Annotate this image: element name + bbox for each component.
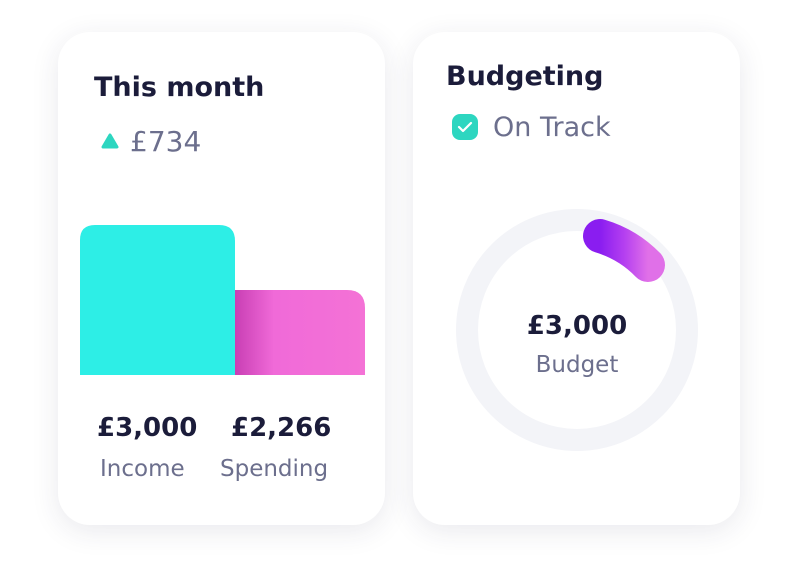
budget-progress	[583, 219, 665, 282]
change: £734	[130, 125, 202, 158]
income-bar	[80, 225, 235, 375]
spending-amount: £2,266	[231, 413, 332, 443]
income-label: Income	[100, 456, 185, 482]
spending-label: Spending	[220, 456, 329, 482]
budget-ring	[456, 209, 698, 451]
spending-bar	[235, 290, 365, 375]
up-icon	[101, 133, 119, 149]
status: On Track	[493, 112, 611, 143]
check-icon	[452, 114, 478, 140]
budget-amount: £3,000	[526, 311, 628, 341]
card-title: This month	[94, 72, 265, 103]
card-title: Budgeting	[446, 61, 604, 92]
budget-label: Budget	[535, 352, 619, 378]
income-amount: £3,000	[97, 413, 198, 443]
check-mark	[457, 121, 473, 133]
